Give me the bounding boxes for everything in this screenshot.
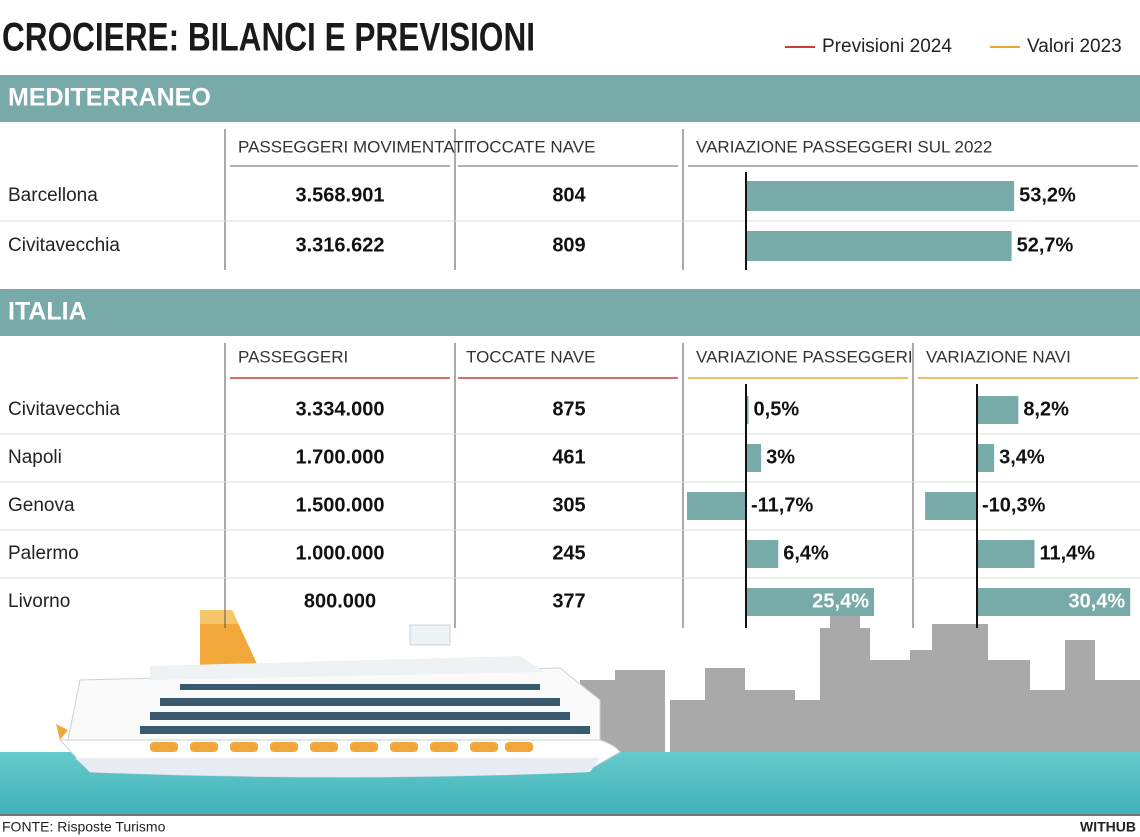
bar: [977, 588, 1131, 616]
bar: [977, 540, 1035, 568]
column-header: VARIAZIONE PASSEGGERI SUL 2022: [696, 137, 992, 156]
section-band: [0, 75, 1140, 122]
bar-label: -10,3%: [982, 494, 1046, 516]
bar: [746, 444, 762, 472]
port-name: Livorno: [8, 591, 70, 612]
port-name: Barcellona: [8, 185, 98, 206]
bar-label: 30,4%: [1068, 590, 1125, 612]
bar-label: 25,4%: [812, 590, 869, 612]
port-name: Civitavecchia: [8, 399, 120, 420]
ship-calls: 305: [552, 494, 585, 516]
bar: [746, 231, 1012, 261]
passengers: 1.500.000: [296, 494, 385, 516]
passengers: 800.000: [304, 590, 376, 612]
bar: [687, 492, 746, 520]
bar-label: 0,5%: [754, 398, 800, 420]
ship: [56, 610, 621, 778]
passengers: 3.568.901: [296, 184, 385, 206]
bar: [746, 588, 875, 616]
column-header: TOCCATE NAVE: [466, 347, 595, 366]
section-title: ITALIA: [8, 298, 87, 326]
port-name: Napoli: [8, 447, 62, 468]
brand: WITHUB: [1080, 819, 1136, 835]
column-header: TOCCATE NAVE: [466, 137, 595, 156]
title: CROCIERE: BILANCI E PREVISIONI: [2, 16, 535, 60]
bar: [746, 181, 1015, 211]
port-name: Palermo: [8, 543, 79, 564]
bar-label: 6,4%: [783, 542, 829, 564]
ship-calls: 809: [552, 234, 585, 256]
bar: [746, 540, 779, 568]
ship-calls: 245: [552, 542, 585, 564]
bar: [925, 492, 977, 520]
illustration: [0, 610, 1140, 814]
column-header: VARIAZIONE NAVI: [926, 347, 1071, 366]
column-header: PASSEGGERI MOVIMENTATI: [238, 137, 468, 156]
bar: [746, 396, 749, 424]
bar-label: 53,2%: [1019, 184, 1076, 206]
port-name: Civitavecchia: [8, 235, 120, 256]
column-header: VARIAZIONE PASSEGGERI: [696, 347, 913, 366]
ship-calls: 377: [552, 590, 585, 612]
bar-label: 8,2%: [1023, 398, 1069, 420]
skyline: [580, 616, 1140, 760]
passengers: 3.316.622: [296, 234, 385, 256]
ship-calls: 804: [552, 184, 586, 206]
ship-calls: 875: [552, 398, 585, 420]
section-band: [0, 289, 1140, 336]
passengers: 1.700.000: [296, 446, 385, 468]
bar: [977, 396, 1019, 424]
passengers: 1.000.000: [296, 542, 385, 564]
legend-label: Previsioni 2024: [822, 36, 952, 57]
bar-label: 3%: [766, 446, 795, 468]
section-title: MEDITERRANEO: [8, 84, 211, 112]
bar-label: -11,7%: [751, 494, 813, 516]
passengers: 3.334.000: [296, 398, 385, 420]
bar-label: 11,4%: [1039, 542, 1095, 564]
legend-label: Valori 2023: [1027, 36, 1122, 57]
bar-label: 52,7%: [1017, 234, 1074, 256]
column-header: PASSEGGERI: [238, 347, 348, 366]
source: FONTE: Risposte Turismo: [2, 819, 166, 835]
port-name: Genova: [8, 495, 75, 516]
ship-calls: 461: [552, 446, 585, 468]
bar-label: 3,4%: [999, 446, 1045, 468]
bar: [977, 444, 995, 472]
